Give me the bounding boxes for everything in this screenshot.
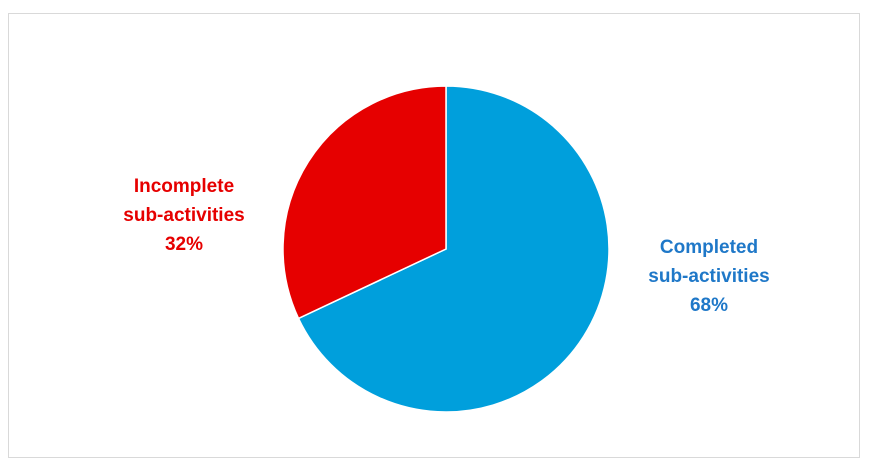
data-label-completed-line1: Completed (659, 237, 759, 258)
data-label-incomplete: Incomplete sub-activities 32% (106, 172, 262, 259)
pie-slice-completed (297, 85, 610, 413)
data-label-incomplete-line2: sub-activities (123, 205, 245, 226)
data-label-completed-percent: 68% (689, 295, 729, 316)
pie-slice-incomplete (282, 85, 447, 320)
pie-chart (282, 85, 610, 413)
data-label-completed-line2: sub-activities (648, 266, 770, 287)
chart-frame: Completed sub-activities 68% Incomplete … (8, 13, 860, 458)
data-label-incomplete-line1: Incomplete (133, 176, 235, 197)
data-label-incomplete-percent: 32% (164, 234, 204, 255)
data-label-completed: Completed sub-activities 68% (631, 233, 787, 320)
